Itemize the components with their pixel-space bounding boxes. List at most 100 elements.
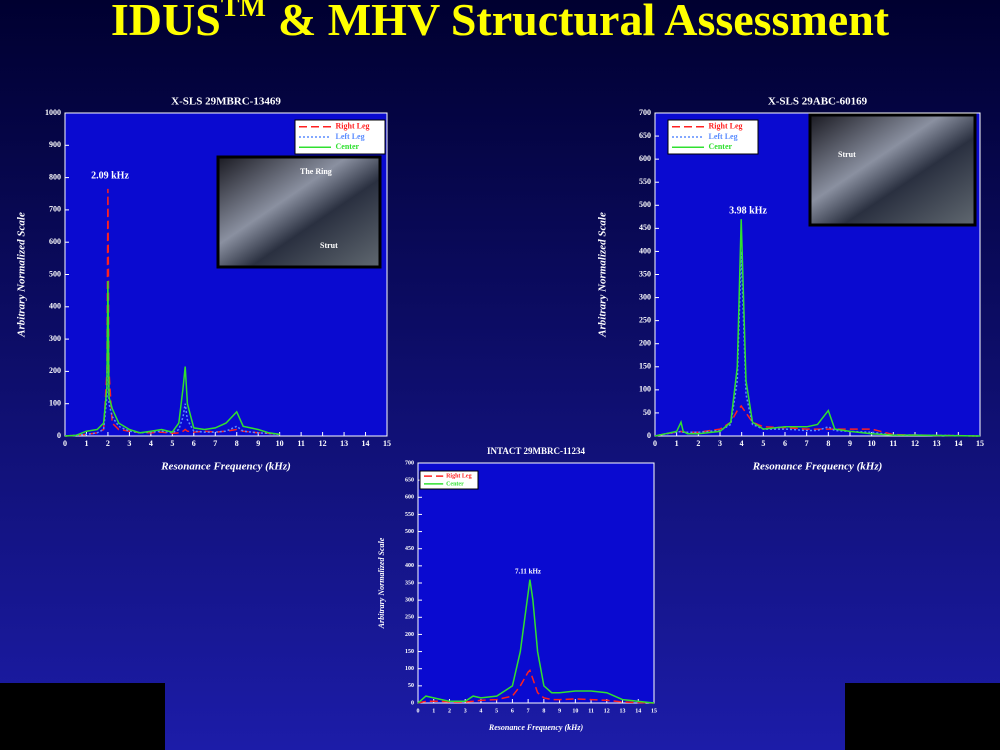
- y-tick-label: 500: [49, 269, 61, 278]
- annotation: 2.09 kHz: [91, 170, 129, 181]
- legend-box: [294, 119, 386, 155]
- y-tick-label: 350: [639, 269, 651, 278]
- y-tick-label: 700: [405, 460, 414, 466]
- legend-label: Center: [336, 142, 360, 151]
- y-tick-label: 100: [639, 385, 651, 394]
- x-tick-label: 0: [653, 439, 657, 448]
- series-line: [654, 219, 981, 437]
- y-tick-label: 250: [639, 315, 651, 324]
- x-tick-label: 7: [527, 708, 530, 714]
- y-tick-label: 600: [639, 154, 651, 163]
- annotation: 3.98 kHz: [729, 205, 767, 216]
- y-tick-label: 450: [639, 223, 651, 232]
- x-tick-label: 1: [84, 439, 88, 448]
- y-tick-label: 1000: [45, 108, 61, 117]
- y-tick-label: 250: [405, 615, 414, 621]
- inset-label: Strut: [320, 241, 338, 250]
- y-tick-label: 300: [49, 334, 61, 343]
- x-tick-label: 8: [542, 708, 545, 714]
- y-tick-label: 400: [405, 563, 414, 569]
- x-axis-label: Resonance Frequency (kHz): [488, 723, 584, 732]
- x-tick-label: 1: [432, 708, 435, 714]
- x-tick-label: 12: [911, 439, 919, 448]
- x-tick-label: 8: [235, 439, 239, 448]
- corner-box: [845, 683, 1000, 750]
- slide-title: IDUSTM & MHV Structural Assessment: [111, 0, 890, 45]
- legend-label: Right Leg: [709, 122, 743, 131]
- x-tick-label: 15: [383, 439, 391, 448]
- annotation: 7.11 kHz: [515, 568, 541, 576]
- series-line: [417, 669, 655, 704]
- series-line: [417, 579, 655, 704]
- x-axis-label: Resonance Frequency (kHz): [752, 461, 883, 473]
- x-tick-label: 7: [805, 439, 809, 448]
- y-axis-label: Arbitrary Normalized Scale: [597, 212, 609, 338]
- x-tick-label: 9: [256, 439, 260, 448]
- inset-label: Strut: [838, 150, 856, 159]
- y-tick-label: 200: [405, 632, 414, 638]
- x-tick-label: 5: [495, 708, 498, 714]
- y-tick-label: 200: [639, 339, 651, 348]
- x-tick-label: 3: [127, 439, 131, 448]
- x-tick-label: 6: [511, 708, 514, 714]
- x-tick-label: 8: [826, 439, 830, 448]
- x-tick-label: 0: [63, 439, 67, 448]
- y-tick-label: 300: [405, 598, 414, 604]
- x-tick-label: 5: [170, 439, 174, 448]
- y-tick-label: 150: [639, 362, 651, 371]
- y-tick-label: 900: [49, 140, 61, 149]
- x-tick-label: 2: [448, 708, 451, 714]
- y-tick-label: 550: [639, 177, 651, 186]
- y-tick-label: 600: [405, 495, 414, 501]
- inset-photo: [216, 155, 382, 269]
- series-line: [64, 280, 280, 437]
- y-tick-label: 100: [49, 399, 61, 408]
- chart-title: X-SLS 29ABC-60169: [768, 96, 868, 108]
- x-tick-label: 14: [954, 439, 962, 448]
- y-tick-label: 200: [49, 366, 61, 375]
- y-tick-label: 800: [49, 172, 61, 181]
- y-axis-label: Arbitrary Normalized Scale: [16, 212, 28, 338]
- inset-photo: [808, 113, 977, 227]
- y-tick-label: 50: [643, 408, 651, 417]
- x-tick-label: 15: [651, 708, 657, 714]
- x-tick-label: 4: [149, 439, 153, 448]
- series-line: [64, 188, 280, 437]
- y-tick-label: 600: [49, 237, 61, 246]
- x-tick-label: 2: [106, 439, 110, 448]
- x-tick-label: 10: [572, 708, 578, 714]
- y-tick-label: 0: [411, 700, 414, 706]
- y-tick-label: 500: [639, 200, 651, 209]
- y-axis-label: Arbitrary Normalized Scale: [377, 537, 386, 629]
- title-main: IDUS: [111, 0, 221, 45]
- y-tick-label: 50: [408, 683, 414, 689]
- y-tick-label: 300: [639, 292, 651, 301]
- x-tick-label: 4: [740, 439, 744, 448]
- x-tick-label: 13: [933, 439, 941, 448]
- y-tick-label: 500: [405, 529, 414, 535]
- title-sup: TM: [221, 0, 266, 23]
- chart-title: X-SLS 29MBRC-13469: [171, 96, 281, 108]
- y-tick-label: 400: [49, 302, 61, 311]
- x-tick-label: 10: [276, 439, 284, 448]
- y-tick-label: 0: [647, 431, 651, 440]
- x-tick-label: 2: [696, 439, 700, 448]
- legend-label: Left Leg: [709, 132, 738, 141]
- y-tick-label: 650: [639, 131, 651, 140]
- legend-label: Center: [709, 142, 733, 151]
- series-line: [64, 297, 280, 437]
- x-tick-label: 12: [319, 439, 327, 448]
- x-tick-label: 15: [976, 439, 984, 448]
- x-tick-label: 10: [868, 439, 876, 448]
- x-tick-label: 9: [558, 708, 561, 714]
- inset-label: The Ring: [300, 167, 332, 176]
- y-tick-label: 650: [405, 478, 414, 484]
- y-tick-label: 400: [639, 246, 651, 255]
- y-tick-label: 450: [405, 546, 414, 552]
- x-tick-label: 9: [848, 439, 852, 448]
- corner-box: [0, 683, 165, 750]
- y-tick-label: 550: [405, 512, 414, 518]
- x-tick-label: 14: [635, 708, 641, 714]
- x-tick-label: 12: [604, 708, 610, 714]
- y-tick-label: 350: [405, 580, 414, 586]
